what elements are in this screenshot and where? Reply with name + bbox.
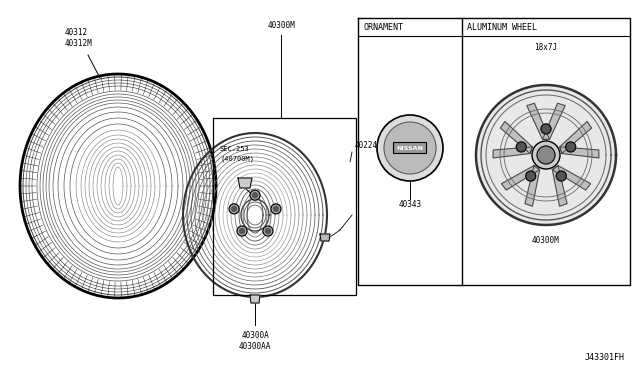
Polygon shape (560, 147, 599, 158)
Polygon shape (320, 234, 330, 241)
Text: ALUMINUM WHEEL: ALUMINUM WHEEL (467, 23, 537, 32)
Text: SEC.253: SEC.253 (220, 146, 250, 152)
Text: 40312: 40312 (65, 28, 88, 37)
Text: 40300M: 40300M (532, 236, 560, 245)
Text: NISSAN: NISSAN (397, 145, 424, 151)
Circle shape (232, 206, 237, 211)
Text: 40300A: 40300A (241, 331, 269, 340)
Polygon shape (250, 295, 260, 303)
Circle shape (541, 124, 551, 134)
Polygon shape (527, 103, 550, 140)
Polygon shape (493, 147, 532, 158)
Text: 40300M: 40300M (267, 21, 295, 30)
Polygon shape (552, 166, 591, 190)
Circle shape (532, 141, 560, 169)
Circle shape (253, 193, 257, 198)
Text: 40224: 40224 (355, 141, 378, 150)
Text: 18x7J: 18x7J (534, 43, 557, 52)
Circle shape (273, 206, 278, 211)
Text: J43301FH: J43301FH (585, 353, 625, 362)
Polygon shape (560, 122, 591, 154)
Circle shape (271, 204, 281, 214)
Circle shape (476, 85, 616, 225)
Circle shape (516, 142, 526, 152)
Circle shape (263, 226, 273, 236)
Text: 40343: 40343 (399, 200, 422, 209)
Text: (40700M): (40700M) (220, 155, 254, 162)
Circle shape (525, 171, 536, 181)
Circle shape (556, 171, 566, 181)
Text: ORNAMENT: ORNAMENT (363, 23, 403, 32)
Polygon shape (502, 166, 540, 190)
Circle shape (237, 226, 247, 236)
Text: 40300AA: 40300AA (239, 342, 271, 351)
Circle shape (537, 146, 555, 164)
Circle shape (250, 190, 260, 200)
Circle shape (384, 122, 436, 174)
Polygon shape (500, 122, 532, 154)
Polygon shape (543, 103, 565, 140)
Circle shape (239, 228, 244, 234)
Circle shape (377, 115, 443, 181)
FancyBboxPatch shape (394, 142, 426, 154)
Polygon shape (525, 166, 540, 206)
Circle shape (566, 142, 576, 152)
Text: 40312M: 40312M (65, 39, 93, 48)
Polygon shape (238, 178, 252, 188)
Circle shape (229, 204, 239, 214)
Circle shape (266, 228, 271, 234)
Polygon shape (552, 166, 567, 206)
